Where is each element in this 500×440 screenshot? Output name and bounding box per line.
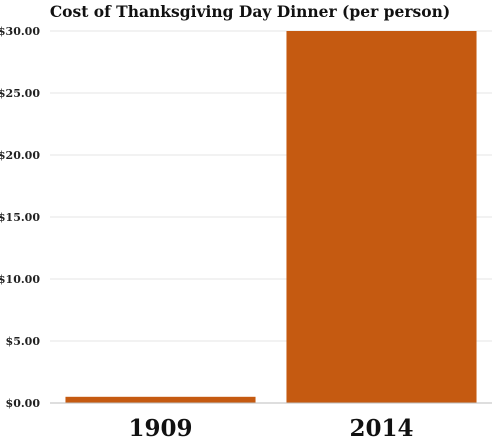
bars <box>65 31 477 403</box>
chart-title: Cost of Thanksgiving Day Dinner (per per… <box>49 2 451 21</box>
y-tick-label: $30.00 <box>0 25 40 38</box>
y-tick-label: $25.00 <box>0 87 40 100</box>
y-tick-label: $10.00 <box>0 273 40 286</box>
x-axis-categories: 1909 2014 <box>128 415 413 440</box>
bar-2014 <box>286 31 477 403</box>
x-category-label: 2014 <box>349 415 413 440</box>
bar-1909 <box>65 396 256 403</box>
y-tick-label: $15.00 <box>0 211 40 224</box>
y-tick-label: $0.00 <box>6 397 41 410</box>
y-tick-label: $5.00 <box>6 335 41 348</box>
y-axis-ticks: $0.00 $5.00 $10.00 $15.00 $20.00 $25.00 $30.00 <box>0 25 40 410</box>
x-category-label: 1909 <box>128 415 192 440</box>
y-tick-label: $20.00 <box>0 149 40 162</box>
